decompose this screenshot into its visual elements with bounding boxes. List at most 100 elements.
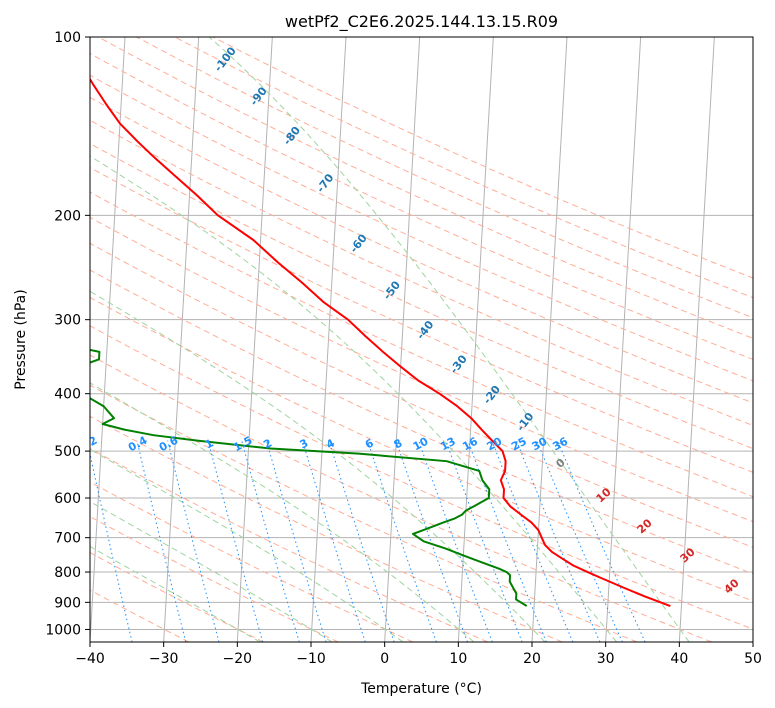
dry-adiabat-line — [90, 384, 638, 642]
dry-adiabat-label: 40 — [722, 576, 742, 596]
dry-adiabat-line — [90, 354, 712, 642]
x-axis-ticks: −40 −30 −20 −10 0 10 20 30 40 50 — [75, 642, 762, 667]
mixing-ratio-line — [90, 451, 133, 642]
mixing-ratio-line — [557, 440, 646, 642]
mixing-ratio-line — [136, 440, 187, 642]
moist-adiabat-line — [90, 545, 261, 642]
mixing-ratio-line — [516, 440, 601, 642]
mixing-ratio-label: 25 — [509, 435, 529, 454]
x-tick-label: −40 — [75, 651, 105, 667]
moist-adiabat-line — [90, 155, 618, 642]
x-tick-label: 30 — [597, 651, 615, 667]
dry-adiabat-line — [90, 143, 753, 450]
dry-adiabat-line — [136, 37, 753, 319]
isotherm-lines — [90, 37, 753, 642]
dry-adiabat-line — [90, 296, 753, 602]
moist-adiabat-line — [90, 448, 404, 642]
y-tick-label: 400 — [54, 387, 81, 403]
y-tick-label: 900 — [54, 595, 81, 611]
x-tick-label: 50 — [744, 651, 762, 667]
mixing-ratio-label: 1 — [203, 436, 216, 451]
isotherm-line — [90, 37, 126, 642]
x-tick-label: 20 — [523, 651, 541, 667]
dry-adiabat-line — [90, 52, 753, 360]
mixing-ratio-label: 0.1 — [29, 434, 52, 455]
dewpoint-line — [90, 348, 528, 607]
x-tick-label: −10 — [296, 651, 326, 667]
isotherm-line — [163, 37, 200, 642]
chart-title: wetPf2_C2E6.2025.144.13.15.R09 — [285, 12, 558, 32]
y-axis-label: Pressure (hPa) — [13, 289, 29, 389]
y-tick-label: 200 — [54, 208, 81, 224]
mixing-ratio-label: 13 — [438, 435, 458, 454]
dry-adiabat-line — [90, 269, 753, 575]
x-tick-label: 0 — [380, 651, 389, 667]
dry-adiabat-label: -10 — [514, 410, 537, 434]
moist-adiabat-line — [90, 501, 333, 642]
dry-adiabat-line — [90, 74, 753, 382]
mixing-ratio-label: 6 — [363, 436, 376, 451]
y-tick-label: 300 — [54, 313, 81, 329]
dry-adiabat-line — [90, 552, 264, 642]
mixing-ratio-label: 0.2 — [76, 434, 99, 455]
y-tick-label: 600 — [54, 491, 81, 507]
mixing-ratio-label: 20 — [485, 435, 505, 454]
mixing-ratio-line — [395, 440, 468, 642]
isotherm-line — [531, 37, 568, 642]
isotherm-line — [384, 37, 421, 642]
moist-adiabat-line — [208, 37, 690, 642]
mixing-ratio-line — [301, 440, 366, 642]
plot-frame — [89, 36, 754, 643]
dry-adiabat-line — [90, 166, 753, 473]
isobar-lines — [90, 37, 753, 630]
dry-adiabat-label: -80 — [281, 124, 304, 148]
y-tick-label: 100 — [54, 30, 81, 46]
dry-adiabat-label: -40 — [414, 318, 437, 342]
sounding-series — [90, 77, 671, 607]
isotherm-line — [236, 37, 273, 642]
mixing-ratio-label: 36 — [550, 435, 570, 454]
y-tick-label: 800 — [54, 565, 81, 581]
y-tick-label: 1000 — [45, 622, 81, 638]
dry-adiabat-line — [90, 448, 488, 642]
dry-adiabat-label: -30 — [447, 352, 470, 376]
mixing-ratio-line — [328, 440, 395, 642]
moist-adiabat-line — [90, 382, 475, 642]
mixing-ratio-label: 10 — [411, 435, 431, 454]
y-tick-label: 500 — [54, 444, 81, 460]
mixing-ratio-label: 16 — [460, 435, 480, 454]
dry-adiabat-label: -70 — [314, 171, 337, 195]
dry-adiabat-lines — [90, 37, 753, 642]
isotherm-line — [457, 37, 494, 642]
mixing-ratio-line — [418, 440, 493, 642]
mixing-ratio-line — [367, 440, 437, 642]
dry-adiabat-label: -20 — [481, 383, 504, 407]
dry-adiabat-label: 10 — [594, 485, 614, 505]
x-tick-label: −30 — [149, 651, 179, 667]
isotherm-line — [752, 633, 753, 642]
mixing-ratio-line — [491, 440, 574, 642]
mixing-ratio-line — [445, 440, 523, 642]
mixing-ratio-line — [207, 440, 264, 642]
dry-adiabat-line — [90, 481, 414, 642]
isotherm-line — [678, 37, 715, 642]
mixing-ratio-label: 4 — [324, 436, 337, 451]
dry-adiabat-label: -90 — [247, 84, 270, 108]
mixing-ratio-line — [536, 440, 623, 642]
plot-area: 0.1 0.2 0.4 0.6 1 1.5 2 3 4 6 8 10 13 16 20 25 30 36-100-… — [29, 37, 753, 642]
mixing-ratio-line — [167, 440, 220, 642]
mixing-ratio-label: 30 — [530, 435, 550, 454]
dry-adiabat-label: -100 — [212, 44, 239, 74]
temperature-line — [90, 77, 671, 607]
dry-adiabat-label: 30 — [678, 545, 698, 565]
dry-adiabat-line — [90, 589, 190, 642]
x-tick-label: 10 — [449, 651, 467, 667]
y-axis-ticks: 100 200 300 400 500 600 700 800 900 1000 — [45, 30, 90, 638]
dry-adiabat-line — [90, 242, 753, 548]
x-tick-label: 40 — [670, 651, 688, 667]
dry-adiabat-label: -60 — [347, 231, 370, 255]
dry-adiabat-line — [90, 325, 753, 630]
dry-adiabat-line — [90, 415, 563, 642]
mixing-ratio-line — [241, 440, 300, 642]
